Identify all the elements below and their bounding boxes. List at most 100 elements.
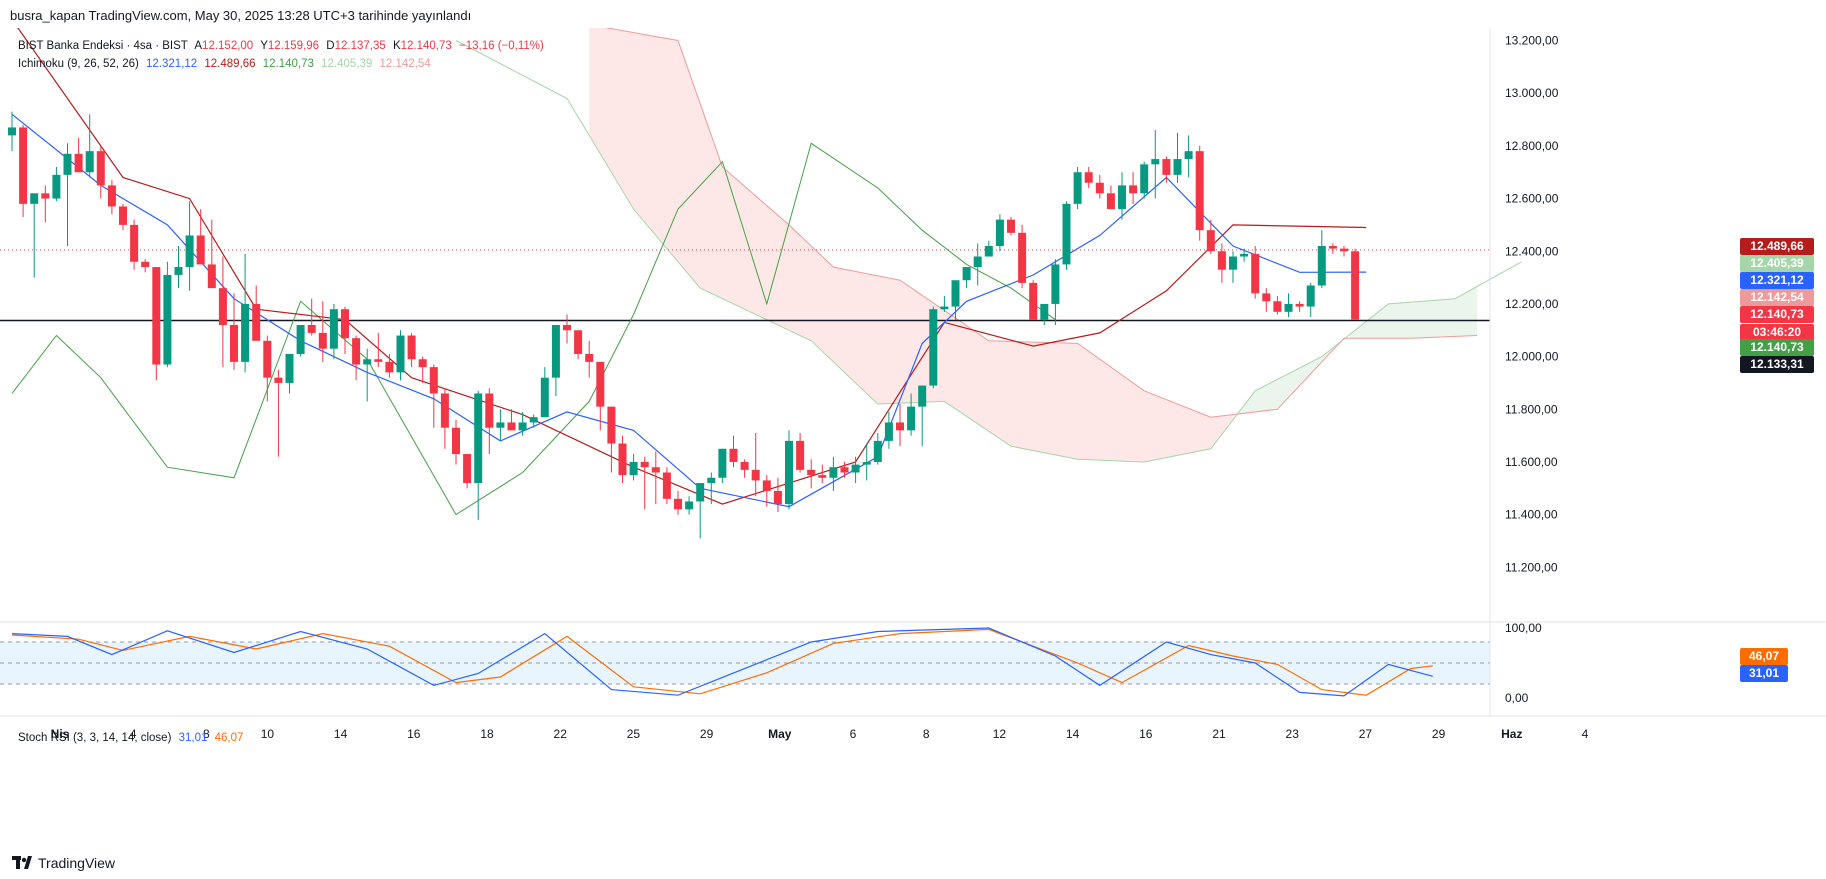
stoch-rsi-legend[interactable]: Stoch RSI (3, 3, 14, 14, close) 31,01 46… [18, 732, 247, 744]
candle-body [696, 483, 705, 502]
candle-body [418, 359, 427, 368]
candle [640, 456, 649, 510]
time-axis-label: 22 [554, 727, 568, 741]
candle-body [96, 151, 105, 186]
price-tick-label: 12.400,00 [1505, 244, 1559, 258]
candle-body [718, 448, 727, 478]
candle-body [529, 417, 538, 423]
candle-body [884, 422, 893, 441]
candle [429, 364, 438, 428]
candle [995, 214, 1004, 252]
candle-body [1273, 301, 1282, 312]
candle [662, 467, 671, 505]
candle-body [218, 288, 227, 325]
price-tick-label: 11.600,00 [1505, 455, 1558, 469]
candle-body [496, 422, 505, 428]
candle-body [207, 264, 216, 289]
candle-body [984, 245, 993, 257]
candle-body [773, 490, 782, 505]
symbol-name[interactable]: BIST Banka Endeksi · 4sa · BIST [18, 40, 188, 52]
candle [1062, 201, 1071, 270]
time-axis-label: 12 [993, 727, 1007, 741]
price-tick-label: 11.200,00 [1505, 560, 1558, 574]
candle [518, 411, 527, 436]
candle-body [185, 235, 194, 268]
candle [1306, 282, 1315, 318]
price-tick-label: 13.200,00 [1505, 34, 1559, 48]
price-tag: 03:46:20 [1740, 324, 1814, 341]
candle-body [962, 267, 971, 281]
candle [174, 245, 183, 289]
candle [230, 293, 238, 370]
candle [341, 306, 349, 354]
candle [74, 137, 83, 173]
candle-body [396, 335, 405, 373]
candle [696, 483, 705, 539]
high-value: 12.159,96 [267, 40, 320, 52]
candle-body [973, 256, 982, 268]
candle [1251, 245, 1260, 299]
candle [607, 406, 616, 473]
price-pane [0, 28, 1522, 539]
candle-body [30, 193, 39, 204]
candle [773, 477, 782, 513]
candle-body [1106, 193, 1115, 210]
change-value: −13,16 (−0,11%) [459, 40, 544, 52]
ichimoku-name[interactable]: Ichimoku (9, 26, 52, 26) [18, 58, 139, 70]
chart-canvas[interactable]: 13.200,00 13.000,00 12.800,00 12.600,00 12.4… [0, 28, 1826, 852]
candle-body [762, 480, 771, 491]
candle [851, 456, 860, 484]
candle-body [1262, 293, 1271, 302]
candle [218, 256, 227, 368]
price-tag: 12.321,12 [1740, 272, 1814, 289]
low-value: 12.137,35 [334, 40, 386, 52]
candle-body [285, 353, 294, 383]
candle-body [1317, 245, 1326, 286]
candle [374, 332, 383, 368]
candle-body [873, 440, 882, 462]
candle-body [940, 306, 949, 310]
candle [751, 432, 760, 497]
candle-body [674, 498, 682, 510]
candle-body [74, 153, 83, 173]
time-axis-label: 4 [1582, 727, 1589, 741]
candle-body [662, 472, 671, 499]
candle [1073, 166, 1082, 210]
candle [529, 414, 538, 428]
candle-body [1062, 203, 1071, 265]
candle [1173, 132, 1182, 183]
candle [30, 193, 39, 278]
candle [163, 261, 172, 368]
stoch-tag: 46,07 [1740, 648, 1788, 665]
candle [1317, 230, 1326, 289]
ichimoku-legend[interactable]: Ichimoku (9, 26, 52, 26) 12.321,12 12.48… [18, 58, 435, 70]
candle [119, 203, 127, 231]
tradingview-logo-text: TradingView [38, 855, 116, 871]
candle [1328, 243, 1337, 254]
time-axis-label: Haz [1501, 727, 1522, 741]
candle-body [452, 427, 460, 455]
time-axis-label: 6 [850, 727, 857, 741]
price-tick-label: 11.800,00 [1505, 402, 1558, 416]
candle-body [551, 325, 560, 378]
candle [418, 356, 427, 383]
candle-body [785, 440, 793, 505]
candle-body [440, 393, 449, 428]
candle-body [52, 174, 61, 199]
time-axis-label: 16 [1139, 727, 1153, 741]
price-tag: 12.133,31 [1740, 356, 1814, 373]
candle-body [329, 309, 338, 349]
tradingview-logo[interactable]: TradingView [12, 855, 115, 871]
candle-body [1007, 219, 1015, 233]
symbol-legend[interactable]: BIST Banka Endeksi · 4sa · BIST A12.152,… [18, 40, 548, 52]
candle [840, 461, 849, 478]
candle-body [1018, 232, 1027, 283]
candle-body [130, 224, 139, 262]
candle [452, 419, 460, 465]
candle [1284, 293, 1293, 318]
candle [1007, 217, 1015, 236]
ichimoku-cloud [1238, 343, 1339, 414]
candle [385, 353, 394, 378]
stoch-rsi-name[interactable]: Stoch RSI (3, 3, 14, 14, close) [18, 732, 172, 744]
candle [296, 325, 305, 357]
